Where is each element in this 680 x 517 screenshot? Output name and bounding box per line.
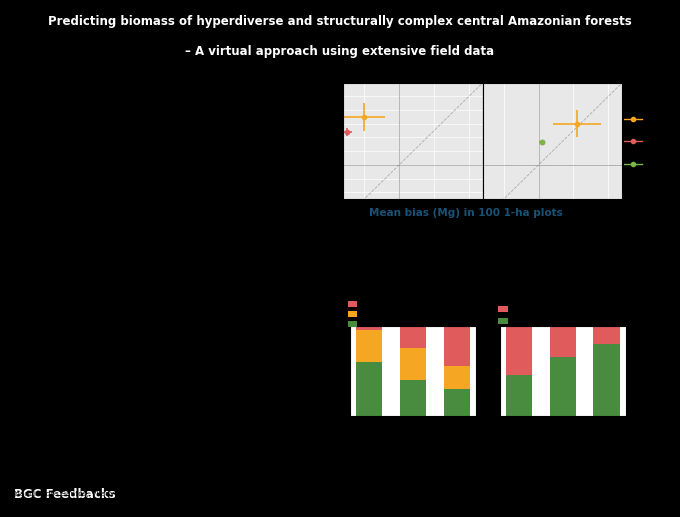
Text: Late-successional species: Late-successional species [362, 321, 433, 326]
Text: Fig 1.  Performance of 12 aboveground tree estimation
models along six forest sc: Fig 1. Performance of 12 aboveground tre… [342, 222, 545, 279]
Text: Pioneer species: Pioneer species [362, 301, 405, 306]
Text: NLS: NLS [645, 117, 656, 121]
Text: Joaquim dos Santos, Vilany M. C. Carneiro, Adriano J. N. Lima, Jeffrey Q. Chambe: Joaquim dos Santos, Vilany M. C. Carneir… [14, 491, 324, 497]
Text: Mean bias (Mg) in 100 1-ha plots: Mean bias (Mg) in 100 1-ha plots [369, 208, 563, 218]
Bar [549, 357, 576, 416]
Text: BGC Feedbacks: BGC Feedbacks [14, 488, 115, 501]
Bar [594, 326, 620, 344]
Text: MOV: MOV [645, 161, 658, 166]
Title: DBH + WD: DBH + WD [530, 73, 575, 82]
Text: Approach:: Approach: [14, 188, 73, 198]
Bar [505, 326, 532, 375]
Text: DBH ≥ 21 cm: DBH ≥ 21 cm [514, 318, 551, 323]
Bar [400, 348, 426, 380]
Bar [348, 301, 357, 307]
Bar [498, 318, 509, 324]
Text: DBH < 21 cm: DBH < 21 cm [514, 307, 551, 311]
Bar [356, 362, 382, 416]
Bar [498, 306, 509, 312]
Y-axis label: Basal area (%): Basal area (%) [324, 348, 329, 394]
Text: – A virtual approach using extensive field data: – A virtual approach using extensive fie… [186, 45, 494, 58]
Bar [444, 389, 471, 416]
Bar [549, 326, 576, 357]
Bar [348, 311, 357, 316]
Bar [505, 375, 532, 416]
Text: Results/Impacts:: Results/Impacts: [14, 322, 112, 331]
X-axis label: Size-distribution scenarios: Size-distribution scenarios [521, 446, 605, 451]
Text: Generic aboveground biomass (AGB) models applicable
across species were applied : Generic aboveground biomass (AGB) models… [14, 346, 279, 391]
Bar [348, 321, 357, 327]
Text: Mid-successional species: Mid-successional species [362, 311, 430, 316]
Text: Variance modeling: Variance modeling [624, 95, 680, 100]
Bar [400, 380, 426, 416]
Text: Magnabosco Marra, Daniel, Niro Higuchi, Susan E. Trumbore, Gabriel H. P. M. Ribe: Magnabosco Marra, Daniel, Niro Higuchi, … [14, 463, 330, 469]
Bar [356, 326, 382, 330]
Title: DBH: DBH [404, 73, 422, 82]
Text: Predicting biomass of hyperdiverse and structurally complex central Amazonian fo: Predicting biomass of hyperdiverse and s… [48, 14, 632, 28]
Text: Objective:: Objective: [14, 79, 73, 88]
Bar [400, 326, 426, 348]
Bar [444, 326, 471, 367]
Y-axis label: Mean RMSE (Mg) in 100 1-ha plots: Mean RMSE (Mg) in 100 1-ha plots [313, 94, 318, 188]
Bar [444, 367, 471, 389]
X-axis label: Floristic composition scenarios: Floristic composition scenarios [364, 445, 462, 449]
Text: OLS: OLS [645, 139, 656, 144]
Bar [356, 330, 382, 362]
Text: Reliable biomass estimates require the inclusion of
predictors that express inhe: Reliable biomass estimates require the i… [14, 103, 255, 136]
Text: Old-growth forests are highly heterogeneous in structure
and species composition: Old-growth forests are highly heterogene… [14, 212, 272, 257]
Bar [594, 344, 620, 416]
Text: Fig 2.  Sampling schemes applied to six forest scenarios
designed to reflect cha: Fig 2. Sampling schemes applied to six f… [342, 418, 544, 448]
